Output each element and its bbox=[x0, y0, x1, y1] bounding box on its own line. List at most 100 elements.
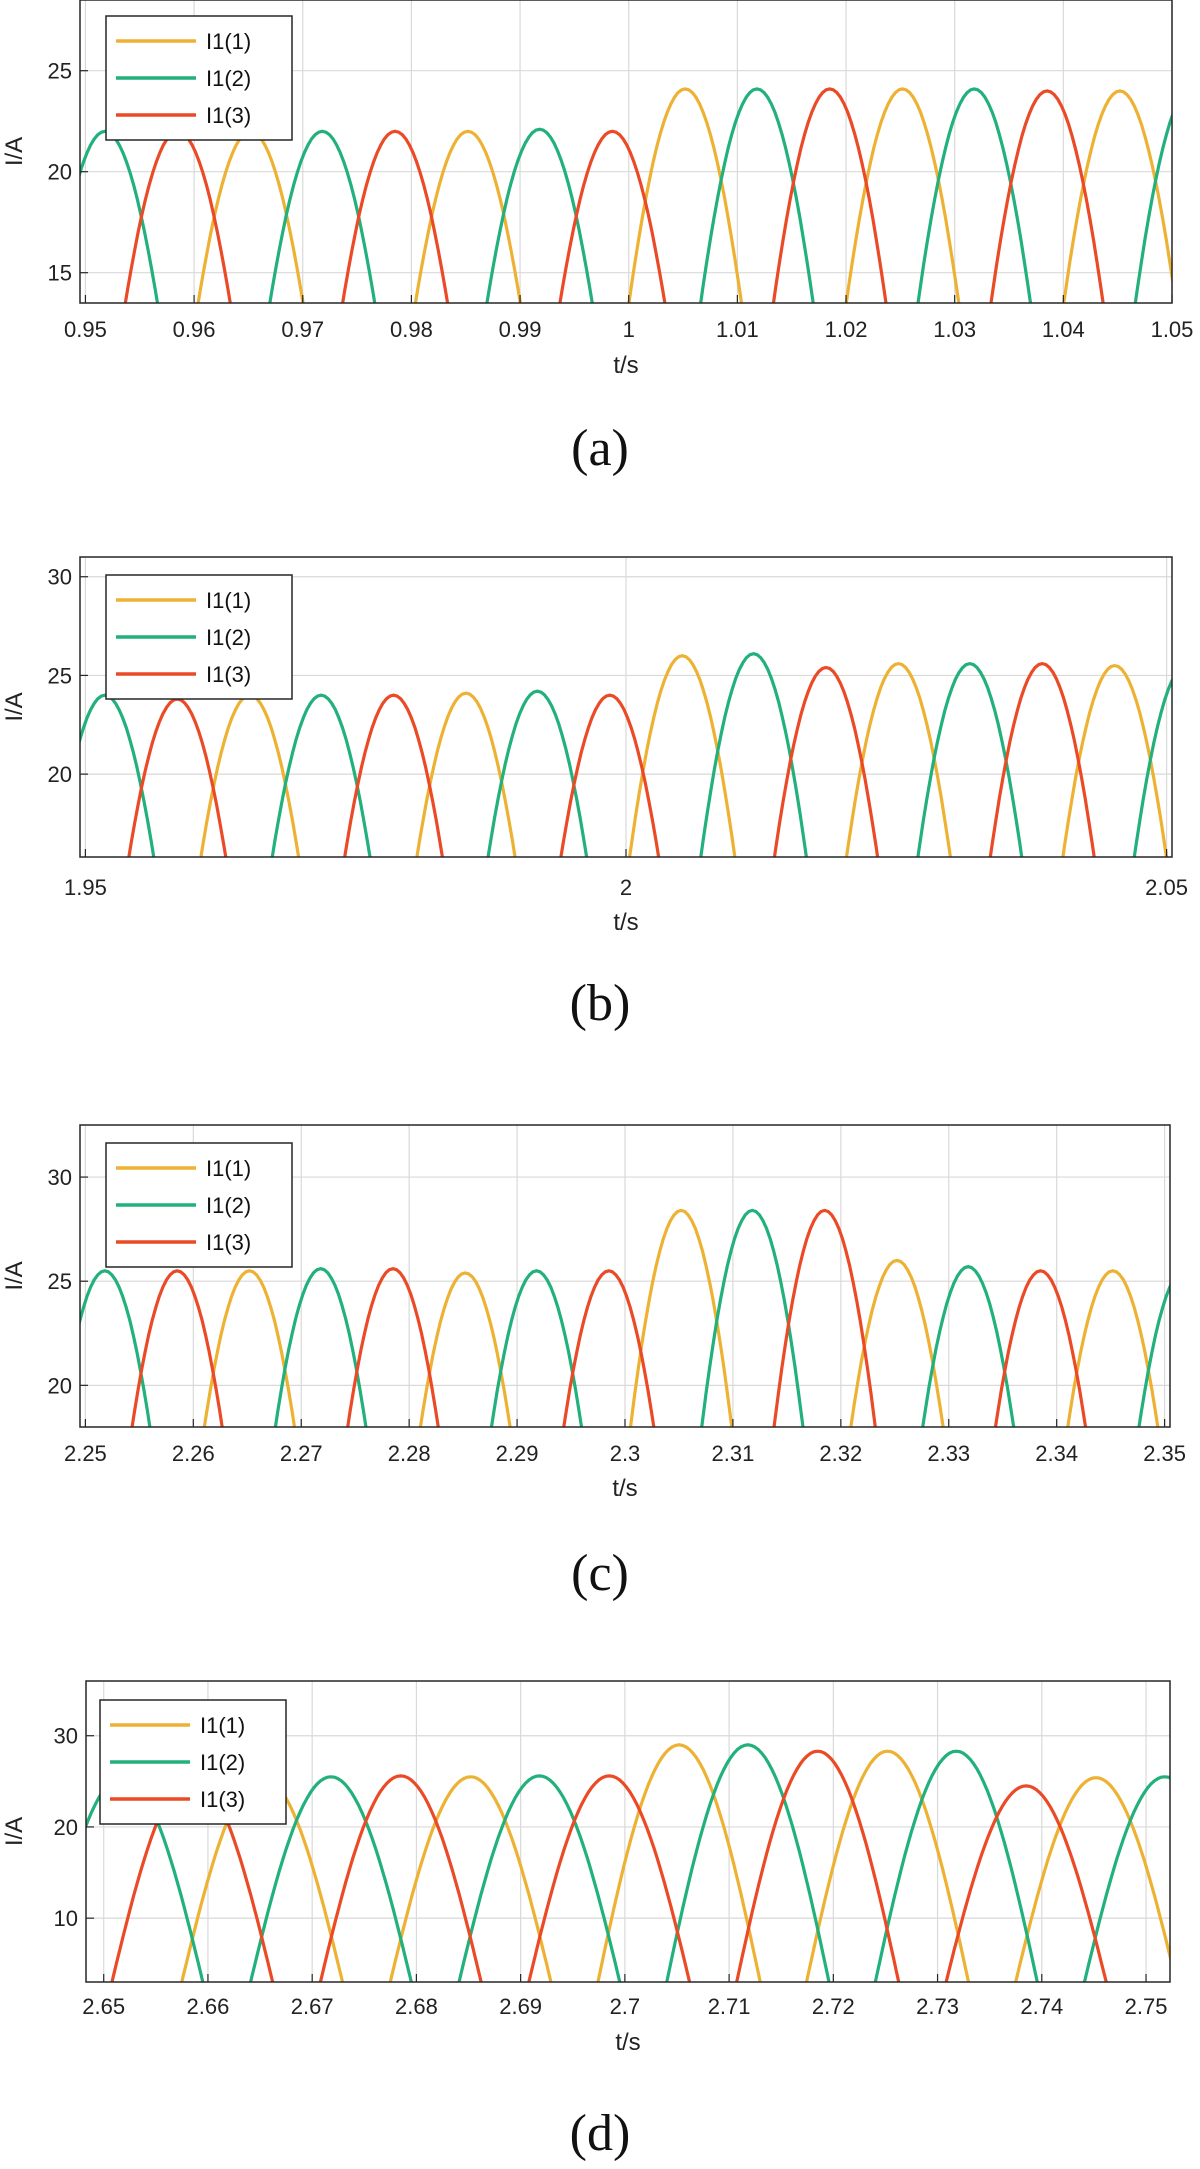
x-tick-label: 1.03 bbox=[933, 317, 976, 342]
series-I1(2)-pulse-0 bbox=[80, 693, 156, 857]
series-I1(2)-pulse-4 bbox=[921, 1264, 1016, 1427]
x-axis-label: t/s bbox=[612, 1475, 637, 1502]
series-I1(1)-pulse-3 bbox=[849, 1258, 945, 1427]
series-I1(3)-pulse-1 bbox=[341, 129, 450, 303]
plot-frame bbox=[85, 1680, 1171, 1983]
y-axis-label: I/A bbox=[1, 137, 28, 166]
series-I1(3)-pulse-4 bbox=[993, 1269, 1088, 1427]
series-I1(2)-pulse-2 bbox=[489, 1269, 584, 1427]
x-tick-label: 2.74 bbox=[1020, 1994, 1063, 2019]
series-I1(3)-pulse-1 bbox=[343, 693, 445, 857]
legend-label: I1(3) bbox=[206, 1230, 251, 1255]
x-tick-label: 2.3 bbox=[610, 1441, 641, 1466]
series-I1(2)-pulse-1 bbox=[273, 1267, 368, 1427]
legend-label: I1(1) bbox=[206, 29, 251, 54]
series-I1(3)-pulse-4 bbox=[989, 89, 1105, 303]
x-tick-label: 2.66 bbox=[187, 1994, 230, 2019]
series-I1(1)-pulse-3 bbox=[844, 87, 961, 303]
series-I1(3)-pulse-2 bbox=[562, 1269, 656, 1427]
legend: I1(1) I1(2) I1(3) bbox=[105, 15, 293, 141]
series-I1(3)-pulse-1 bbox=[318, 1774, 483, 1982]
x-tick-label: 2.72 bbox=[812, 1994, 855, 2019]
panel-caption: (d) bbox=[570, 2105, 631, 2162]
x-tick-label: 2.68 bbox=[395, 1994, 438, 2019]
series-I1(2)-pulse-1 bbox=[268, 129, 377, 303]
series-I1(1)-pulse-0 bbox=[202, 1269, 297, 1427]
series-I1(2)-pulse-4 bbox=[916, 661, 1024, 857]
series-I1(2)-pulse-3 bbox=[665, 1743, 831, 1982]
x-tick-label: 2.05 bbox=[1145, 875, 1188, 900]
series-I1(3)-pulse-0 bbox=[130, 1269, 224, 1427]
x-tick-label: 1.95 bbox=[64, 875, 107, 900]
series-I1(2)-pulse-3 bbox=[699, 652, 808, 857]
plot-frame bbox=[79, 0, 1173, 304]
y-tick-label: 25 bbox=[48, 663, 72, 688]
y-axis-label: I/A bbox=[1, 1817, 28, 1846]
series-I1(3)-pulse-3 bbox=[771, 87, 888, 303]
series-I1(3)-pulse-4 bbox=[944, 1784, 1108, 1982]
x-tick-label: 0.98 bbox=[390, 317, 433, 342]
x-tick-label: 2.67 bbox=[291, 1994, 334, 2019]
y-tick-label: 25 bbox=[48, 1269, 72, 1294]
y-tick-label: 20 bbox=[48, 1373, 72, 1398]
x-tick-label: 2.32 bbox=[819, 1441, 862, 1466]
x-tick-label: 2 bbox=[620, 875, 632, 900]
x-axis-label: t/s bbox=[615, 2029, 640, 2056]
x-tick-label: 2.25 bbox=[64, 1441, 107, 1466]
y-tick-label: 20 bbox=[54, 1815, 78, 1840]
panel-caption: (a) bbox=[571, 420, 629, 477]
x-tick-label: 2.27 bbox=[280, 1441, 323, 1466]
legend-label: I1(3) bbox=[206, 103, 251, 128]
series-I1(1)-pulse-4 bbox=[1062, 89, 1172, 303]
y-axis-label: I/A bbox=[1, 692, 28, 721]
x-tick-label: 2.26 bbox=[172, 1441, 215, 1466]
legend-label: I1(3) bbox=[206, 662, 251, 687]
x-tick-label: 2.69 bbox=[499, 1994, 542, 2019]
series-I1(3)-pulse-1 bbox=[346, 1267, 440, 1427]
x-tick-label: 1 bbox=[623, 317, 635, 342]
x-tick-label: 1.01 bbox=[716, 317, 759, 342]
chart-panel-b: 1.95 2 2.05 20 25 30 t/s I/A I1(1) I1(2) I1(3) (b) bbox=[1, 556, 1188, 1032]
series-I1(1)-pulse-1 bbox=[415, 691, 517, 857]
panel-caption: (c) bbox=[571, 1545, 629, 1602]
x-tick-label: 1.05 bbox=[1151, 317, 1194, 342]
legend-label: I1(2) bbox=[206, 1193, 251, 1218]
series-I1(2)-pulse-0 bbox=[80, 1269, 152, 1427]
series-I1(1)-pulse-3 bbox=[844, 661, 953, 857]
series-I1(2)-pulse-2 bbox=[485, 127, 594, 303]
series-I1(2)-pulse-3 bbox=[699, 87, 815, 303]
series-I1(1)-pulse-4 bbox=[1061, 663, 1169, 857]
y-axis-label: I/A bbox=[1, 1261, 28, 1290]
x-tick-label: 2.75 bbox=[1125, 1994, 1168, 2019]
chart-panel-d: 2.65 2.66 2.67 2.68 2.69 2.7 2.71 2.72 2.73 2.74 2… bbox=[1, 1680, 1171, 2162]
x-tick-label: 1.02 bbox=[825, 317, 868, 342]
x-tick-label: 0.95 bbox=[64, 317, 107, 342]
series-I1(1)-pulse-2 bbox=[627, 654, 737, 857]
y-tick-label: 30 bbox=[48, 1165, 72, 1190]
legend-label: I1(2) bbox=[206, 625, 251, 650]
series-I1(1)-pulse-2 bbox=[628, 1208, 734, 1427]
series-I1(1)-pulse-1 bbox=[418, 1271, 512, 1427]
series-I1(3)-pulse-2 bbox=[527, 1774, 692, 1982]
y-tick-label: 20 bbox=[48, 762, 72, 787]
series-I1(2)-pulse-1 bbox=[270, 693, 372, 857]
y-tick-label: 15 bbox=[48, 261, 72, 286]
legend-label: I1(1) bbox=[200, 1713, 245, 1738]
series-I1(3)-pulse-2 bbox=[558, 129, 667, 303]
x-tick-label: 2.65 bbox=[82, 1994, 125, 2019]
series-I1(2)-pulse-5 bbox=[1082, 1775, 1170, 1982]
y-tick-label: 25 bbox=[48, 59, 72, 84]
series-I1(1)-pulse-4 bbox=[1066, 1269, 1160, 1427]
panel-caption: (b) bbox=[570, 975, 631, 1032]
x-axis-label: t/s bbox=[613, 352, 638, 379]
legend-label: I1(1) bbox=[206, 1156, 251, 1181]
series-I1(3)-pulse-3 bbox=[772, 1208, 877, 1427]
y-tick-label: 10 bbox=[54, 1906, 78, 1931]
x-tick-label: 2.73 bbox=[916, 1994, 959, 2019]
x-tick-label: 1.04 bbox=[1042, 317, 1085, 342]
series-I1(2)-pulse-3 bbox=[700, 1208, 805, 1427]
series-I1(3)-pulse-2 bbox=[559, 693, 661, 857]
y-tick-label: 20 bbox=[48, 160, 72, 185]
series-I1(1)-pulse-2 bbox=[627, 87, 744, 303]
